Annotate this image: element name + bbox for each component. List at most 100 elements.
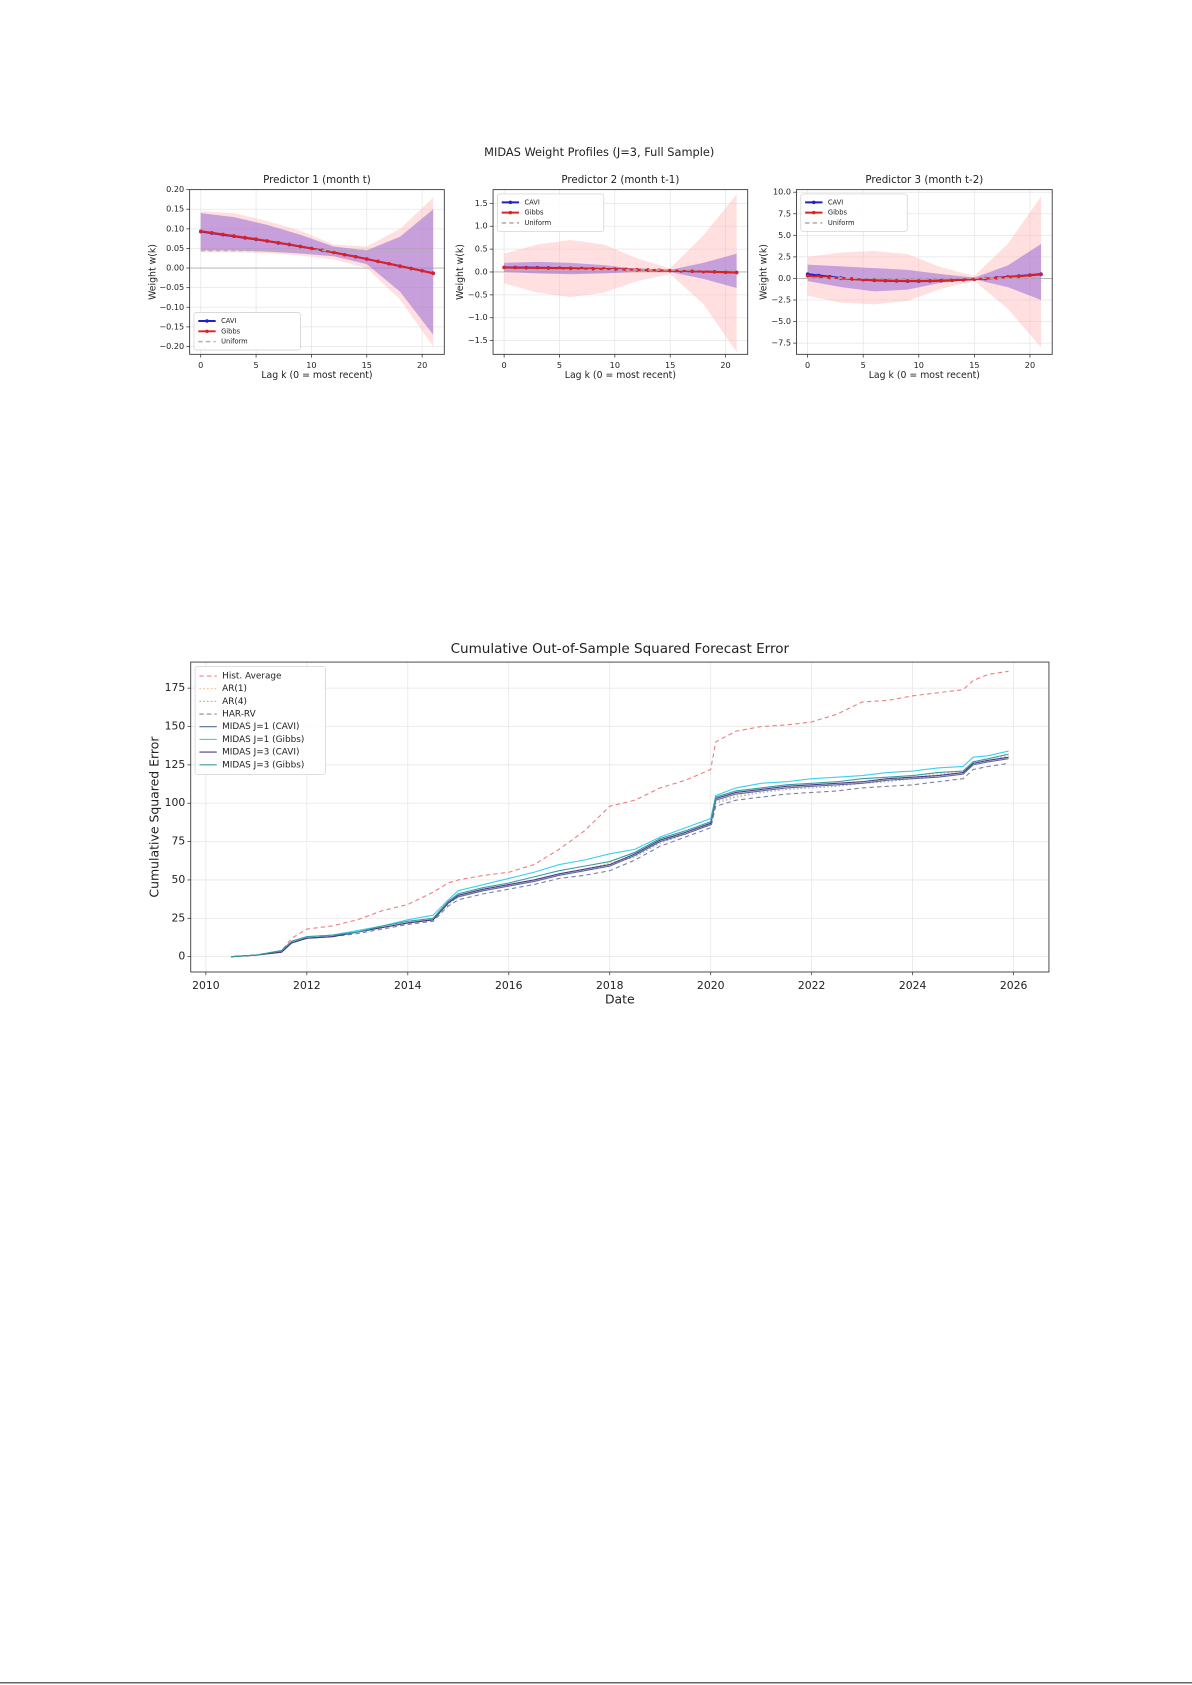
chart-title: Predictor 2 (month t-1)	[561, 174, 679, 186]
chart-title: Cumulative Out-of-Sample Squared Forecas…	[451, 641, 790, 657]
y-tick-label: 0.0	[778, 273, 791, 283]
y-tick-label: 0.15	[166, 204, 184, 214]
plot-frame	[189, 189, 445, 355]
x-tick-label: 2012	[293, 979, 321, 992]
series-marker	[502, 265, 506, 270]
series-marker	[557, 266, 562, 270]
legend-label: CAVI	[828, 198, 843, 206]
x-tick-label: 20	[1025, 360, 1035, 370]
legend-box	[194, 666, 326, 775]
x-tick-label: 20	[417, 360, 427, 370]
y-tick-label: 10.0	[773, 187, 791, 197]
legend-marker	[205, 319, 209, 323]
legend-label: Gibbs	[221, 327, 241, 335]
series-marker	[254, 237, 258, 241]
series-marker	[198, 229, 203, 233]
y-axis-label: Weight w(k)	[455, 244, 466, 300]
series-marker	[805, 274, 810, 278]
series-marker	[1028, 273, 1032, 278]
figure-title: MIDAS Weight Profiles (J=3, Full Sample)	[484, 145, 714, 159]
y-tick-label: 0.10	[166, 223, 184, 233]
series-marker	[734, 270, 739, 275]
series-marker	[850, 277, 854, 281]
series-marker	[353, 254, 358, 259]
series-marker	[723, 270, 728, 274]
series-marker	[917, 279, 921, 283]
series-marker	[387, 262, 391, 266]
legend-label: Gibbs	[524, 209, 544, 217]
x-tick-label: 2010	[192, 979, 220, 992]
series-marker	[928, 279, 932, 283]
series-marker	[513, 265, 517, 270]
y-tick-label: −0.20	[159, 341, 184, 351]
legend-label: MIDAS J=1 (Gibbs)	[222, 735, 304, 745]
x-tick-label: 10	[306, 360, 316, 370]
x-tick-label: 0	[502, 360, 507, 370]
y-tick-label: 1.0	[475, 221, 488, 231]
y-tick-label: 150	[165, 720, 186, 733]
y-tick-label: 0.00	[166, 263, 184, 273]
x-tick-label: 20	[720, 360, 730, 370]
x-tick-label: 2014	[394, 979, 422, 992]
y-axis-label: Weight w(k)	[147, 244, 158, 300]
chart-title: Predictor 3 (month t-2)	[865, 174, 983, 186]
x-tick-label: 5	[861, 360, 866, 370]
y-tick-label: 0.05	[166, 243, 184, 253]
legend-marker	[205, 329, 209, 334]
series-marker	[894, 279, 899, 283]
y-tick-label: 2.5	[778, 251, 791, 261]
x-axis-label: Lag k (0 = most recent)	[565, 370, 676, 381]
chart-title: Predictor 1 (month t)	[263, 174, 371, 186]
x-tick-label: 2026	[1000, 979, 1028, 992]
legend-label: Hist. Average	[222, 672, 281, 682]
y-tick-label: 175	[165, 681, 186, 694]
legend-label: AR(4)	[222, 697, 247, 707]
legend-label: MIDAS J=3 (CAVI)	[222, 748, 299, 758]
series-marker	[210, 231, 214, 235]
series-marker	[409, 266, 413, 271]
series-marker	[265, 239, 269, 243]
y-tick-label: −5.0	[771, 316, 791, 326]
legend-box	[497, 193, 605, 232]
y-tick-label: 125	[165, 758, 186, 771]
series-marker	[712, 270, 717, 274]
series-marker	[939, 278, 943, 283]
credible-band	[807, 243, 1042, 301]
y-tick-label: 0.0	[475, 266, 488, 276]
series-line	[231, 753, 1009, 958]
x-tick-label: 15	[665, 360, 675, 370]
series-marker	[309, 246, 314, 251]
series-marker	[568, 266, 573, 271]
x-tick-label: 15	[969, 360, 979, 370]
y-tick-label: −2.5	[771, 295, 791, 305]
y-tick-label: 5.0	[778, 230, 791, 240]
legend-label: MIDAS J=1 (CAVI)	[222, 722, 299, 732]
series-marker	[1039, 272, 1043, 277]
y-tick-label: 25	[172, 911, 186, 924]
y-tick-label: 0.20	[166, 184, 184, 194]
series-marker	[287, 242, 292, 247]
legend-label: CAVI	[221, 317, 236, 325]
legend-label: HAR-RV	[222, 710, 256, 720]
series-marker	[365, 257, 369, 261]
x-tick-label: 0	[198, 360, 203, 370]
x-axis-label: Lag k (0 = most recent)	[869, 370, 980, 381]
y-tick-label: 0.5	[475, 244, 488, 254]
series-marker	[535, 266, 540, 270]
legend-label: CAVI	[524, 198, 539, 206]
y-tick-label: −0.5	[468, 289, 488, 299]
y-tick-label: −1.0	[468, 312, 488, 322]
series-marker	[276, 240, 280, 245]
legend-box	[193, 312, 301, 351]
y-tick-label: −7.5	[771, 338, 791, 348]
x-axis-label: Lag k (0 = most recent)	[261, 370, 372, 381]
x-tick-label: 15	[362, 360, 372, 370]
series-marker	[431, 271, 435, 276]
series-marker	[861, 278, 865, 282]
y-tick-label: 100	[165, 796, 186, 809]
x-tick-label: 2020	[697, 979, 725, 992]
legend-label: AR(1)	[222, 684, 247, 694]
y-axis-label: Cumulative Squared Error	[146, 736, 161, 898]
legend-marker	[508, 210, 513, 215]
